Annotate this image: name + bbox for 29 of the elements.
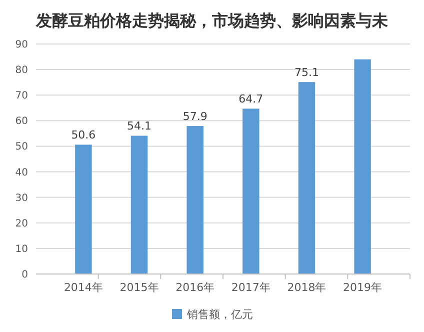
x-tick-label: 2019年 (343, 281, 382, 294)
bar (75, 144, 92, 274)
y-tick-label: 10 (15, 244, 28, 255)
bar (354, 59, 371, 274)
x-tick-label: 2016年 (176, 281, 215, 294)
data-label: 50.6 (71, 128, 96, 142)
bar (130, 136, 148, 274)
y-tick-label: 50 (15, 142, 28, 153)
data-label: 75.1 (294, 66, 319, 80)
bar (186, 126, 204, 274)
x-tick-label: 2018年 (287, 281, 326, 294)
y-tick-label: 40 (15, 167, 28, 178)
x-tick-label: 2017年 (231, 281, 270, 294)
y-tick-label: 20 (15, 218, 28, 230)
y-tick-label: 0 (22, 270, 28, 280)
bar (242, 108, 260, 274)
legend-label: 销售额，亿元 (186, 308, 253, 321)
y-tick-label: 90 (15, 40, 28, 50)
y-tick-label: 60 (15, 116, 28, 128)
data-label: 64.7 (238, 92, 264, 106)
bar (298, 82, 316, 274)
y-tick-label: 30 (15, 192, 28, 204)
data-label: 57.9 (182, 110, 208, 124)
x-tick-label: 2014年 (64, 281, 103, 294)
y-tick-label: 70 (15, 90, 28, 102)
data-label: 54.1 (127, 120, 152, 133)
y-tick-label: 80 (15, 65, 28, 76)
x-tick-label: 2015年 (120, 281, 159, 294)
chart-title: 发酵豆粕价格走势揭秘，市场趋势、影响因素与未 (35, 11, 388, 30)
